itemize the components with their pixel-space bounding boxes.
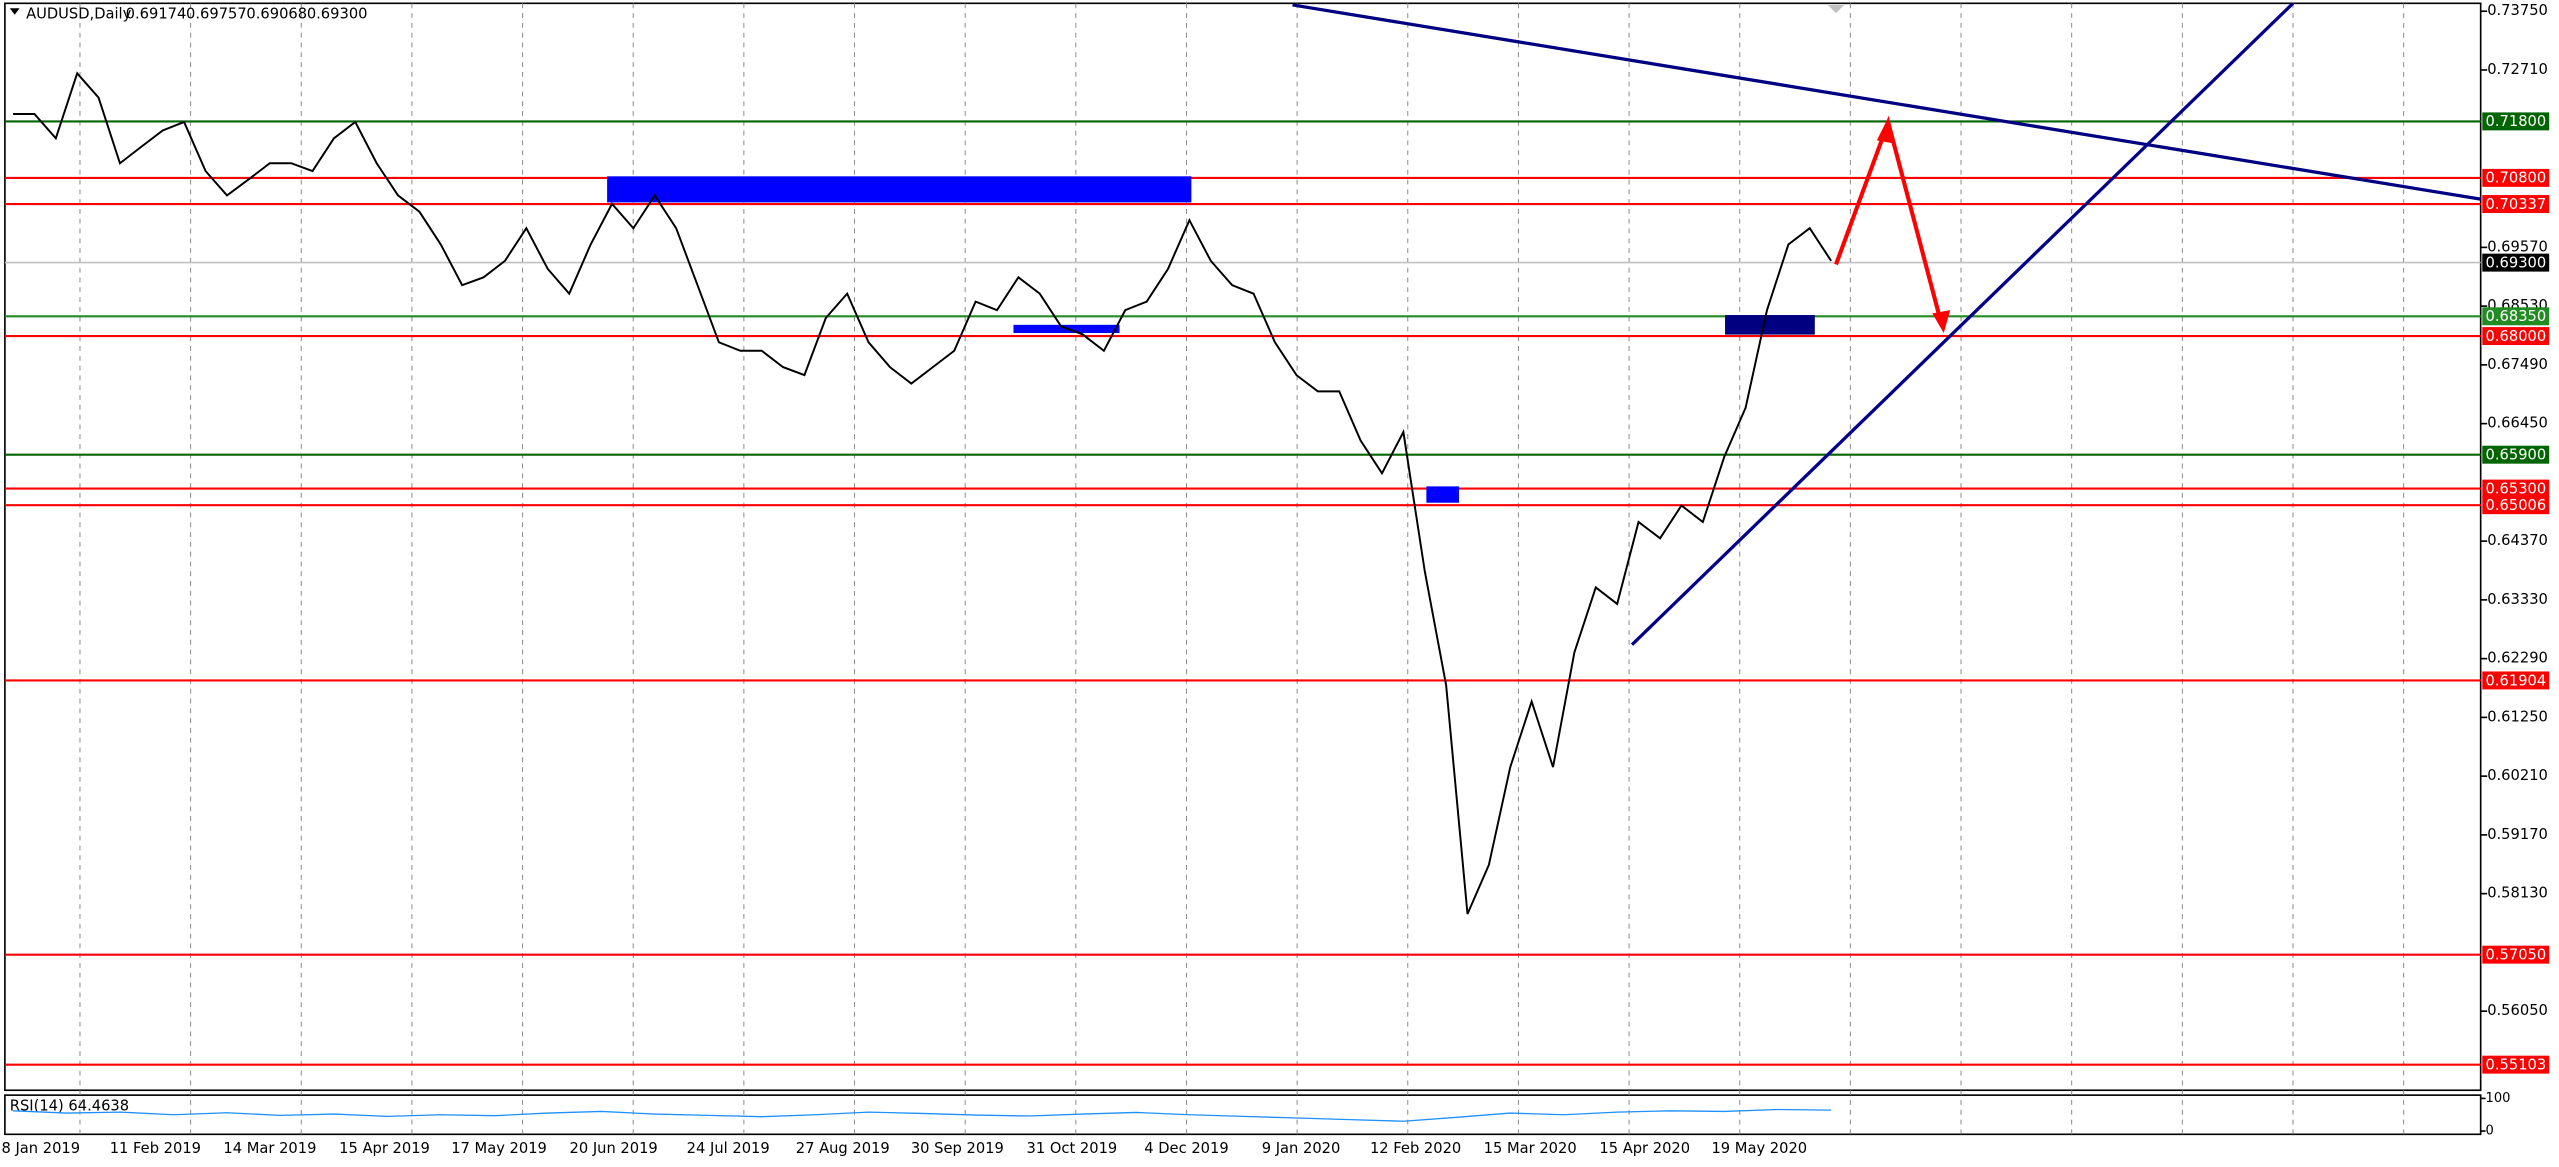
projection-arrow [1834, 115, 1945, 327]
y-tick-label: 0.72710 [2487, 61, 2548, 78]
zone [607, 176, 1192, 203]
level-line-tag [2482, 327, 2550, 346]
x-tick-label: 8 Jan 2019 [1, 1140, 80, 1157]
level-line-label: 0.71800 [2486, 113, 2547, 130]
zone [1725, 315, 1815, 335]
y-tick-label: 0.67490 [2487, 356, 2548, 373]
x-tick-label: 19 May 2020 [1711, 1140, 1807, 1157]
level-line-tag [2482, 479, 2550, 498]
level-line-label: 0.65300 [2486, 480, 2547, 497]
arrow-head [1932, 310, 1951, 333]
price-line-series [13, 71, 1832, 915]
x-tick-label: 11 Feb 2019 [110, 1140, 201, 1157]
y-tick-label: 0.64370 [2487, 532, 2548, 549]
level-line-label: 0.70337 [2486, 196, 2547, 213]
level-line-tag [2482, 195, 2550, 214]
open: 0.69174 [126, 6, 187, 23]
level-line-label: 0.70800 [2486, 170, 2547, 187]
trendline [1292, 3, 2481, 201]
level-line-label: 0.55103 [2486, 1056, 2547, 1073]
level-line-tag [2482, 671, 2550, 690]
level-line-label: 0.68000 [2486, 328, 2547, 345]
x-tick-label: 30 Sep 2019 [911, 1140, 1004, 1157]
level-line-tag [2482, 307, 2550, 326]
x-tick-label: 4 Dec 2019 [1144, 1140, 1228, 1157]
x-tick-label: 15 Apr 2019 [339, 1140, 430, 1157]
rsi-title: RSI(14) 64.4638 [10, 1098, 129, 1115]
x-tick-label: 12 Feb 2020 [1370, 1140, 1461, 1157]
x-tick-label: 27 Aug 2019 [796, 1140, 890, 1157]
x-tick-label: 17 May 2019 [451, 1140, 547, 1157]
high: 0.69757 [186, 6, 247, 23]
level-line-label: 0.65900 [2486, 447, 2547, 464]
level-line-label: 0.61904 [2486, 672, 2547, 689]
price-label: 0.69300 [2486, 254, 2547, 271]
level-line-label: 0.57050 [2486, 946, 2547, 963]
price-tag [2482, 253, 2550, 272]
trendline [1630, 2, 2295, 646]
x-tick-label: 24 Jul 2019 [687, 1140, 770, 1157]
x-tick-label: 20 Jun 2019 [570, 1140, 658, 1157]
close: 0.69300 [307, 6, 368, 23]
levels [4, 120, 2481, 1066]
main-panel [4, 2, 2482, 1092]
arrow-head [1876, 117, 1895, 144]
y-tick-label: 0.58130 [2487, 885, 2548, 902]
y-tick-label: 0.60210 [2487, 767, 2548, 784]
x-tick-label: 15 Mar 2020 [1484, 1140, 1577, 1157]
marker [1827, 4, 1845, 14]
level-line-tag [2482, 496, 2550, 515]
x-tick-label: 14 Mar 2019 [223, 1140, 316, 1157]
rsi-tick-label: 0 [2486, 1124, 2494, 1139]
y-tick-label: 0.73750 [2487, 2, 2548, 19]
menu-icon [9, 8, 20, 15]
level-line-tag [2482, 168, 2550, 187]
y-tick-label: 0.69570 [2487, 238, 2548, 255]
rsi-line [13, 1108, 1832, 1122]
x-tick-label: 31 Oct 2019 [1027, 1140, 1118, 1157]
x-tick-label: 9 Jan 2020 [1262, 1140, 1341, 1157]
y-tick-label: 0.66450 [2487, 415, 2548, 432]
rsi-panel [4, 1094, 2482, 1136]
x-tick-label: 15 Apr 2020 [1599, 1140, 1690, 1157]
y-tick-label: 0.62290 [2487, 650, 2548, 667]
level-line-label: 0.65006 [2486, 497, 2547, 514]
low: 0.69068 [246, 6, 307, 23]
level-line-tag [2482, 945, 2550, 964]
y-tick-label: 0.56050 [2487, 1002, 2548, 1019]
zone [1426, 486, 1460, 503]
y-tick-label: 0.61250 [2487, 708, 2548, 725]
level-line-tag [2482, 112, 2550, 131]
rsi-tick-label: 100 [2486, 1091, 2511, 1106]
y-tick-label: 0.59170 [2487, 826, 2548, 843]
level-line-tag [2482, 445, 2550, 464]
y-tick-label: 0.63330 [2487, 591, 2548, 608]
level-line-tag [2482, 1055, 2550, 1074]
level-line-label: 0.68350 [2486, 308, 2547, 325]
symbol: AUDUSD,Daily [26, 6, 132, 23]
vertical-grid [79, 3, 2405, 1135]
